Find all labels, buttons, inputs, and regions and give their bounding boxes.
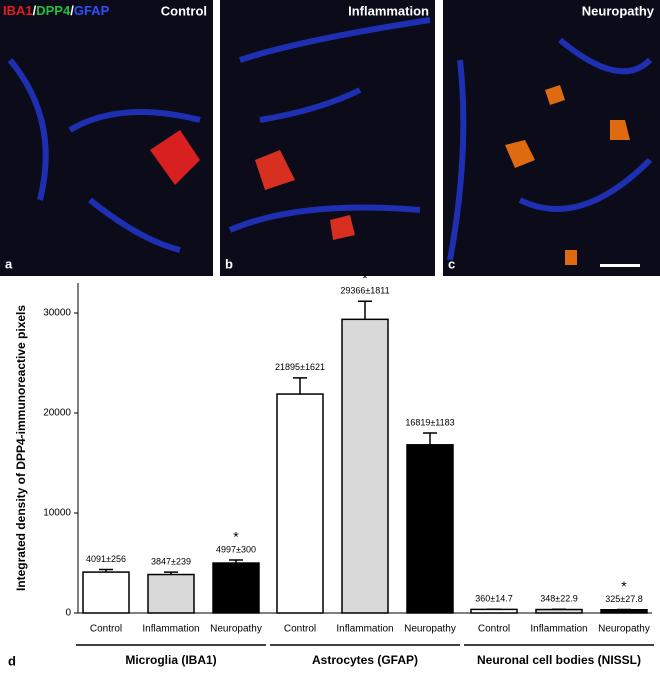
value-label: 4997±300 [216,544,256,554]
x-tick-label: Neuropathy [404,624,456,635]
value-label: 325±27.8 [605,594,642,604]
astrocyte-process [447,37,653,261]
x-tick-label: Neuropathy [598,624,650,635]
stain-name: DPP4 [36,3,71,18]
error-bar [358,300,372,320]
value-label: 21895±1621 [275,362,325,372]
bar [276,393,324,614]
astrocyte-process [228,17,431,233]
bar [600,609,648,614]
panel-label: Control [161,3,207,18]
panel-letter: d [8,653,16,668]
y-tick-label: 0 [65,608,71,619]
x-tick-label: Control [478,624,510,635]
x-tick-label: Control [90,624,122,635]
bar [535,608,583,614]
value-label: 3847±239 [151,557,191,567]
panel-label: Neuropathy [582,3,655,18]
panel-letter: b [225,256,233,271]
x-tick-label: Neuropathy [210,624,262,635]
x-tick-label: Inflammation [142,624,199,635]
error-bar [99,568,113,573]
micrographs [0,0,660,276]
value-label: 16819±1183 [405,417,454,427]
value-label: 348±22.9 [540,594,577,604]
group-label: Astrocytes (GFAP) [312,653,418,667]
panel-letter: c [448,256,455,271]
group-label: Microglia (IBA1) [125,653,216,667]
stain-name: / [33,3,37,18]
scale-bar [600,264,640,267]
astrocyte-process [7,58,201,253]
stain-name: GFAP [74,3,110,18]
significance: * [362,270,368,286]
y-tick-label: 20000 [43,408,71,419]
bar [212,562,260,614]
x-tick-label: Inflammation [336,624,393,635]
error-bar [293,377,307,395]
bar [341,318,389,614]
bar [147,573,195,614]
y-tick-label: 10000 [43,508,71,519]
panel-letter: a [5,256,13,271]
value-label: 29366±1811 [340,286,389,296]
stain-name: / [70,3,74,18]
bar [82,571,130,614]
stain-name: IBA1 [3,3,33,18]
y-axis-label: Integrated density of DPP4-immunoreactiv… [14,305,28,591]
y-tick-label: 30000 [43,308,71,319]
panel-label: Inflammation [348,3,429,18]
microglia [255,150,355,240]
x-tick-label: Control [284,624,316,635]
microglia [150,130,200,185]
significance: * [621,578,627,594]
significance: * [233,529,239,545]
bar [406,444,454,614]
error-bar [229,559,243,564]
group-label: Neuronal cell bodies (NISSL) [477,653,641,667]
error-bar [423,432,437,445]
x-tick-label: Inflammation [530,624,587,635]
value-label: 360±14.7 [475,594,512,604]
value-label: 4091±256 [86,554,126,564]
panel-image [220,0,435,276]
stain-legend: IBA1/DPP4/GFAP [3,3,110,18]
error-bar [164,571,178,575]
